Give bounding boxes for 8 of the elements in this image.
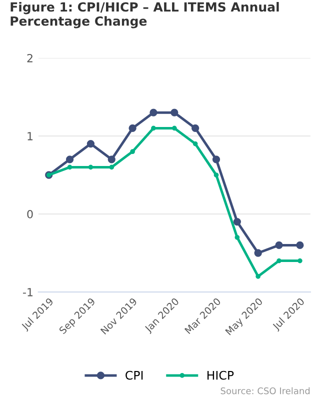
legend-label: CPI xyxy=(126,370,143,380)
chart-title: Figure 1: CPI/HICP – ALL ITEMS Annual Percentage Change xyxy=(10,2,279,28)
y-tick-label: 1 xyxy=(28,132,33,140)
y-tick-label: 2 xyxy=(27,54,32,62)
source-note: Source: CSO Ireland xyxy=(220,387,310,394)
legend-label: HICP xyxy=(207,370,234,380)
y-tick-label: -1 xyxy=(23,288,33,296)
y-tick-label: 0 xyxy=(27,210,33,218)
